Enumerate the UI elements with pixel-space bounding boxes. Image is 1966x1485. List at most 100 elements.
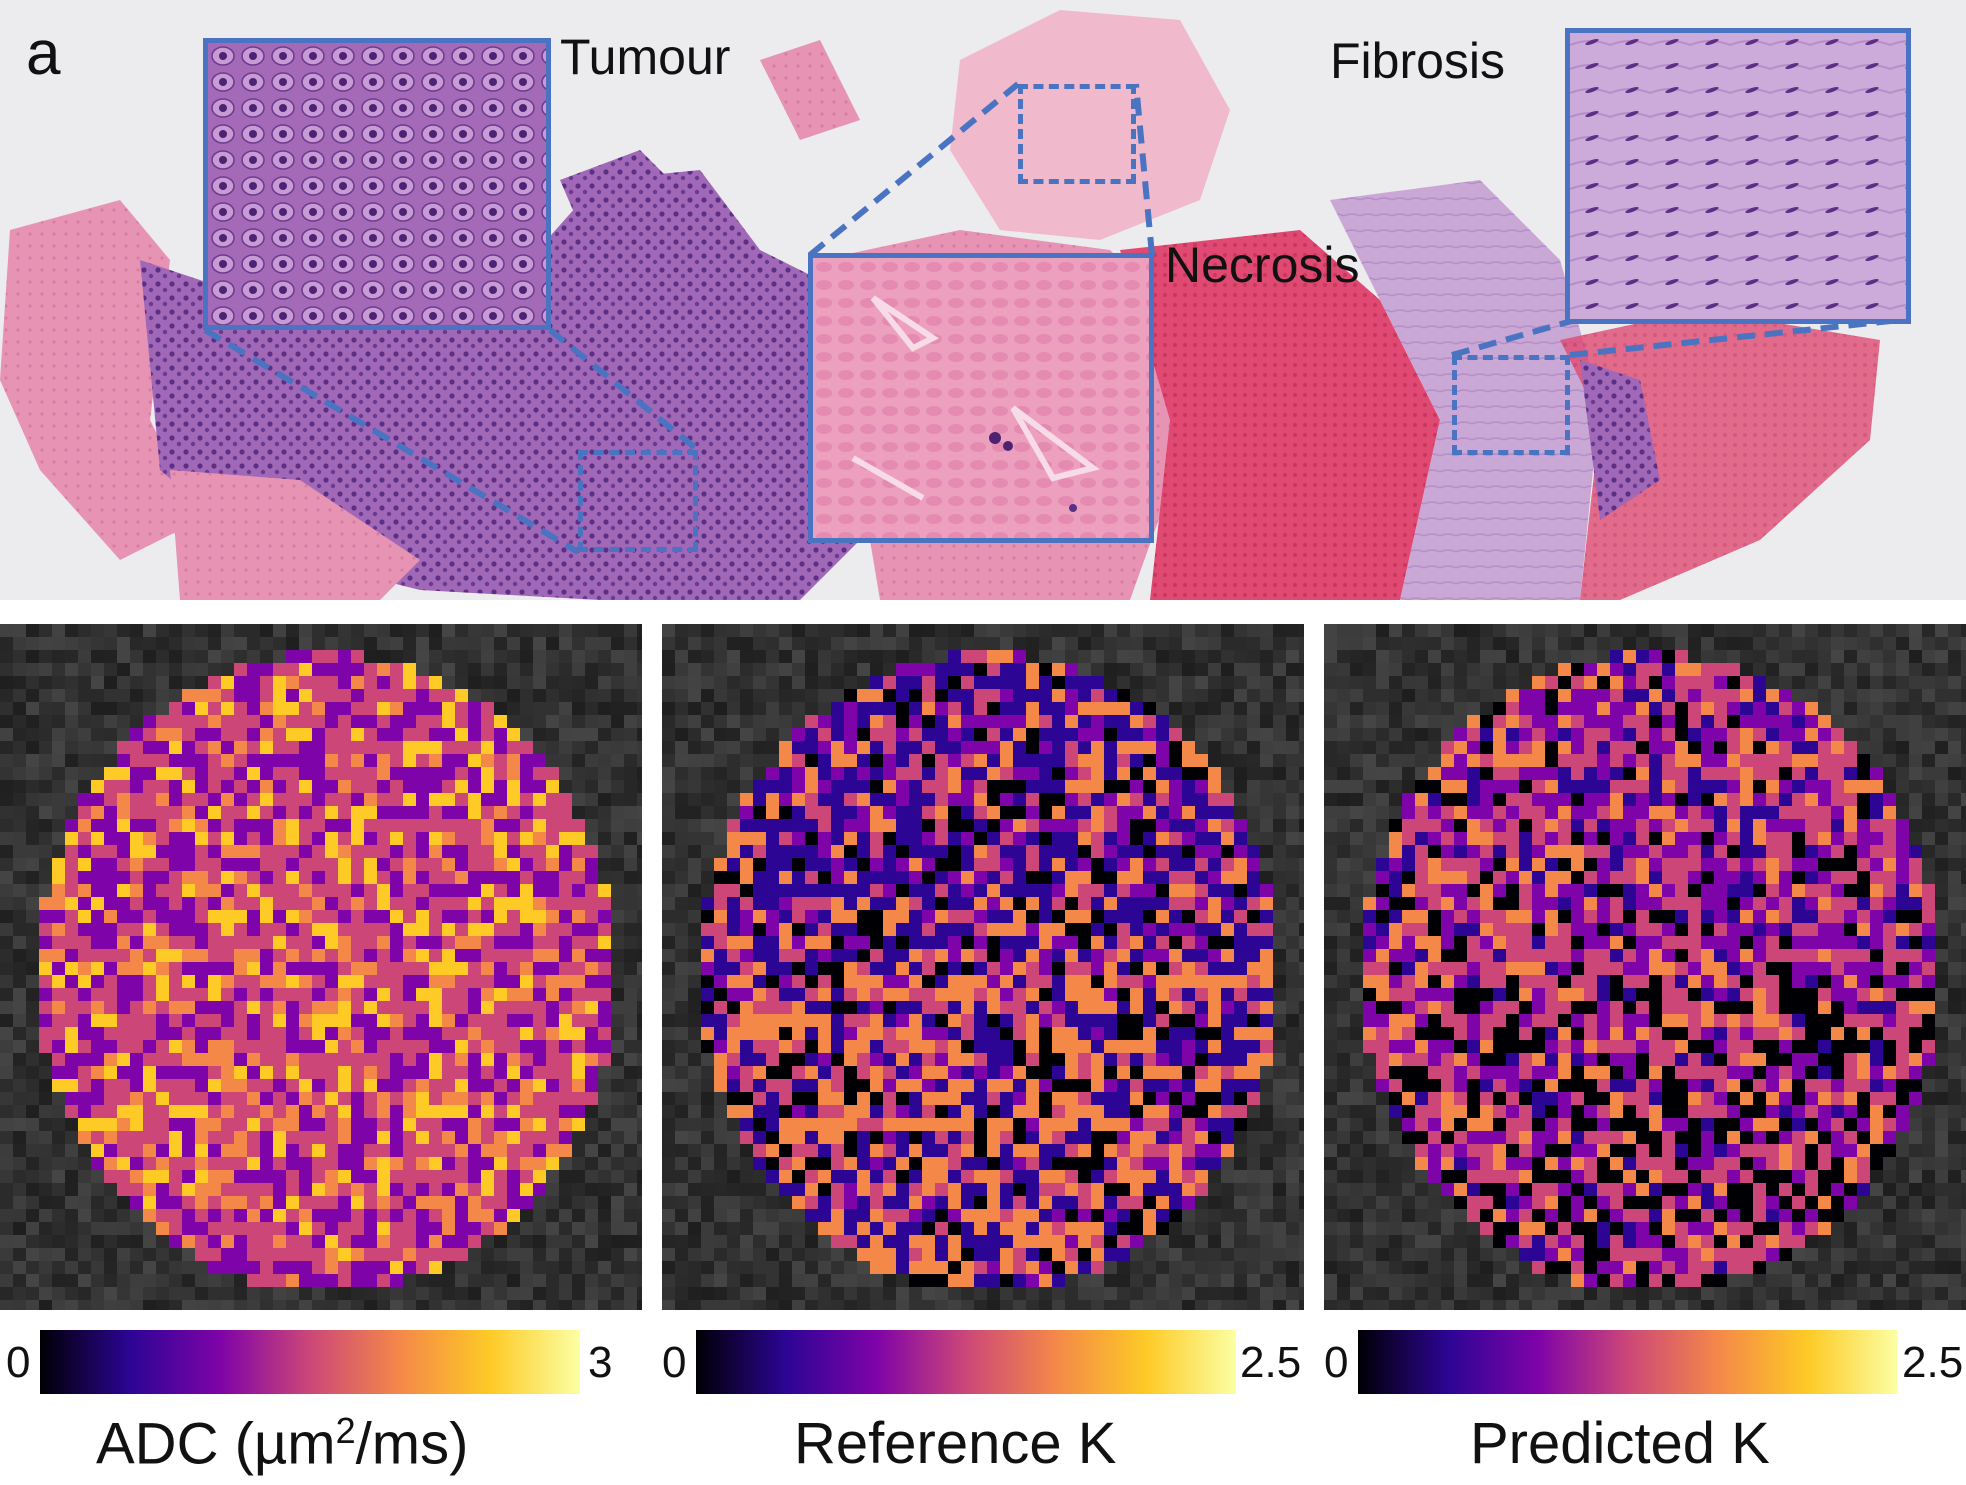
map-voxel xyxy=(1000,637,1013,650)
map-voxel xyxy=(247,663,260,676)
map-voxel xyxy=(169,715,182,728)
map-voxel xyxy=(65,910,78,923)
map-voxel xyxy=(1078,663,1091,676)
map-voxel xyxy=(1052,949,1065,962)
map-voxel xyxy=(39,650,52,663)
map-voxel xyxy=(481,975,494,988)
map-voxel xyxy=(182,1118,195,1131)
map-voxel xyxy=(948,819,961,832)
map-voxel xyxy=(1286,1014,1299,1027)
map-voxel xyxy=(727,975,740,988)
map-voxel xyxy=(1156,624,1169,637)
map-voxel xyxy=(338,949,351,962)
map-voxel xyxy=(403,1001,416,1014)
map-voxel xyxy=(182,962,195,975)
map-voxel xyxy=(169,663,182,676)
map-voxel xyxy=(1195,1118,1208,1131)
map-voxel xyxy=(598,923,611,936)
map-voxel xyxy=(442,897,455,910)
map-voxel xyxy=(896,754,909,767)
map-voxel xyxy=(1273,1053,1286,1066)
map-voxel xyxy=(1273,741,1286,754)
map-voxel xyxy=(533,949,546,962)
map-voxel xyxy=(13,702,26,715)
map-voxel xyxy=(572,1079,585,1092)
map-voxel xyxy=(1260,819,1273,832)
map-voxel xyxy=(1156,702,1169,715)
map-voxel xyxy=(585,780,598,793)
map-voxel xyxy=(390,1196,403,1209)
map-voxel xyxy=(1000,1222,1013,1235)
map-voxel xyxy=(442,1274,455,1287)
map-voxel xyxy=(377,1118,390,1131)
map-voxel xyxy=(598,1092,611,1105)
map-voxel xyxy=(1208,793,1221,806)
map-voxel xyxy=(494,715,507,728)
map-voxel xyxy=(637,1261,642,1274)
map-voxel xyxy=(1208,754,1221,767)
map-voxel xyxy=(611,793,624,806)
map-voxel xyxy=(1169,715,1182,728)
map-voxel xyxy=(39,1183,52,1196)
map-voxel xyxy=(974,1118,987,1131)
map-voxel xyxy=(507,923,520,936)
map-voxel xyxy=(143,1300,156,1310)
map-voxel xyxy=(52,1131,65,1144)
map-voxel xyxy=(792,897,805,910)
map-voxel xyxy=(39,1105,52,1118)
map-voxel xyxy=(1117,1196,1130,1209)
map-voxel xyxy=(1013,858,1026,871)
map-voxel xyxy=(416,1235,429,1248)
map-voxel xyxy=(585,767,598,780)
map-voxel xyxy=(1208,975,1221,988)
map-voxel xyxy=(65,1014,78,1027)
map-voxel xyxy=(104,1053,117,1066)
map-voxel xyxy=(662,1040,675,1053)
map-voxel xyxy=(1065,689,1078,702)
map-voxel xyxy=(481,988,494,1001)
map-voxel xyxy=(1208,1105,1221,1118)
map-voxel xyxy=(26,1248,39,1261)
map-voxel xyxy=(922,689,935,702)
map-voxel xyxy=(312,884,325,897)
map-voxel xyxy=(974,1040,987,1053)
map-voxel xyxy=(143,1144,156,1157)
map-voxel xyxy=(247,962,260,975)
map-voxel xyxy=(364,1170,377,1183)
map-voxel xyxy=(325,1014,338,1027)
map-voxel xyxy=(104,715,117,728)
map-voxel xyxy=(766,1170,779,1183)
map-voxel xyxy=(624,1274,637,1287)
map-voxel xyxy=(260,1144,273,1157)
map-voxel xyxy=(1169,949,1182,962)
map-voxel xyxy=(260,1079,273,1092)
map-voxel xyxy=(818,923,831,936)
map-voxel xyxy=(1026,728,1039,741)
map-voxel xyxy=(831,949,844,962)
map-voxel xyxy=(792,793,805,806)
map-voxel xyxy=(870,715,883,728)
map-voxel xyxy=(1182,1196,1195,1209)
map-voxel xyxy=(455,1040,468,1053)
map-voxel xyxy=(1273,767,1286,780)
map-voxel xyxy=(156,1209,169,1222)
map-voxel xyxy=(559,910,572,923)
map-voxel xyxy=(935,975,948,988)
map-voxel xyxy=(338,1222,351,1235)
map-voxel xyxy=(844,676,857,689)
map-voxel xyxy=(831,754,844,767)
map-voxel xyxy=(351,1287,364,1300)
map-voxel xyxy=(338,1027,351,1040)
map-voxel xyxy=(779,1105,792,1118)
map-voxel xyxy=(559,806,572,819)
map-voxel xyxy=(221,1144,234,1157)
map-voxel xyxy=(1182,1092,1195,1105)
map-voxel xyxy=(870,897,883,910)
map-voxel xyxy=(792,767,805,780)
map-voxel xyxy=(520,637,533,650)
map-voxel xyxy=(273,858,286,871)
map-voxel xyxy=(1273,1183,1286,1196)
map-voxel xyxy=(130,1274,143,1287)
map-voxel xyxy=(91,780,104,793)
map-voxel xyxy=(805,624,818,637)
